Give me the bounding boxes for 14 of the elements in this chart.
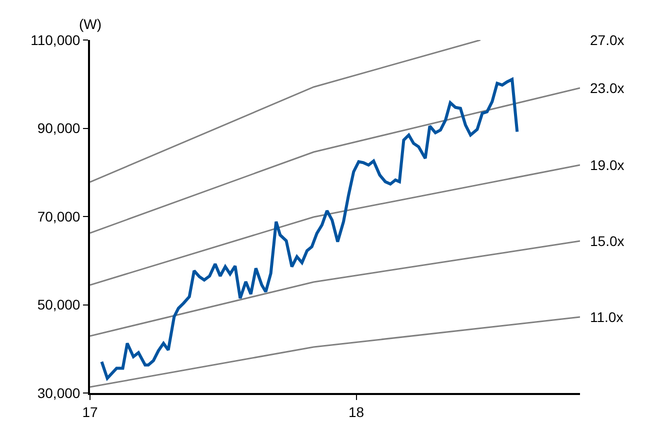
y-tick-label: 90,000 <box>37 120 80 136</box>
x-tick-label: 17 <box>82 404 98 420</box>
series-label: 15.0x <box>590 233 624 249</box>
y-tick-label: 50,000 <box>37 296 80 313</box>
series-label: 23.0x <box>590 80 624 96</box>
series-label: 11.0x <box>590 309 624 325</box>
y-axis-title: (W) <box>79 16 102 32</box>
x-tick-label: 18 <box>348 404 364 420</box>
line-series <box>100 78 519 380</box>
text: 27.0x <box>590 32 624 48</box>
series-label: 19.0x <box>590 157 624 173</box>
y-tick-label: 70,000 <box>37 208 80 224</box>
y-tick-label: 30,000 <box>37 384 80 401</box>
y-tick-label: 110,000 <box>30 32 80 48</box>
